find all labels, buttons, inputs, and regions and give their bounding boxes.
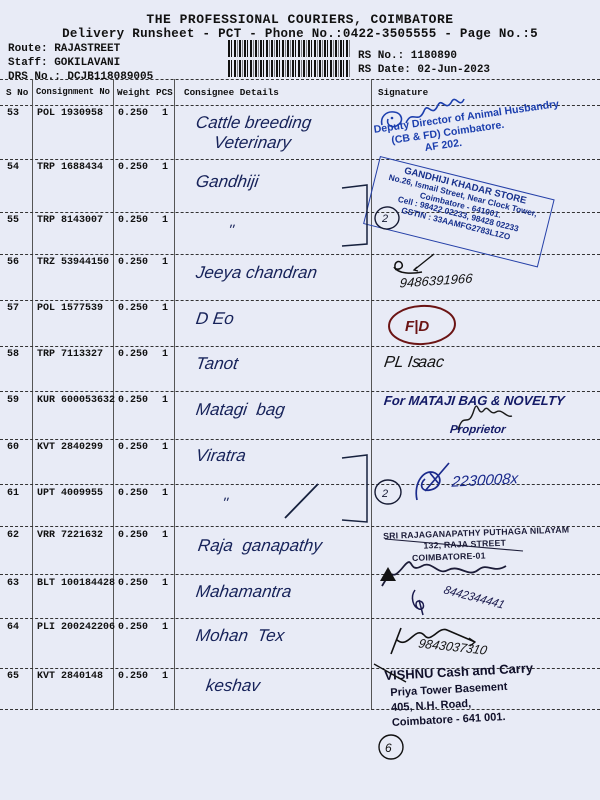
- svg-text:2: 2: [381, 213, 388, 225]
- svg-text:2: 2: [381, 488, 388, 500]
- svg-text:F|D: F|D: [405, 318, 429, 335]
- svg-text:6: 6: [385, 741, 392, 755]
